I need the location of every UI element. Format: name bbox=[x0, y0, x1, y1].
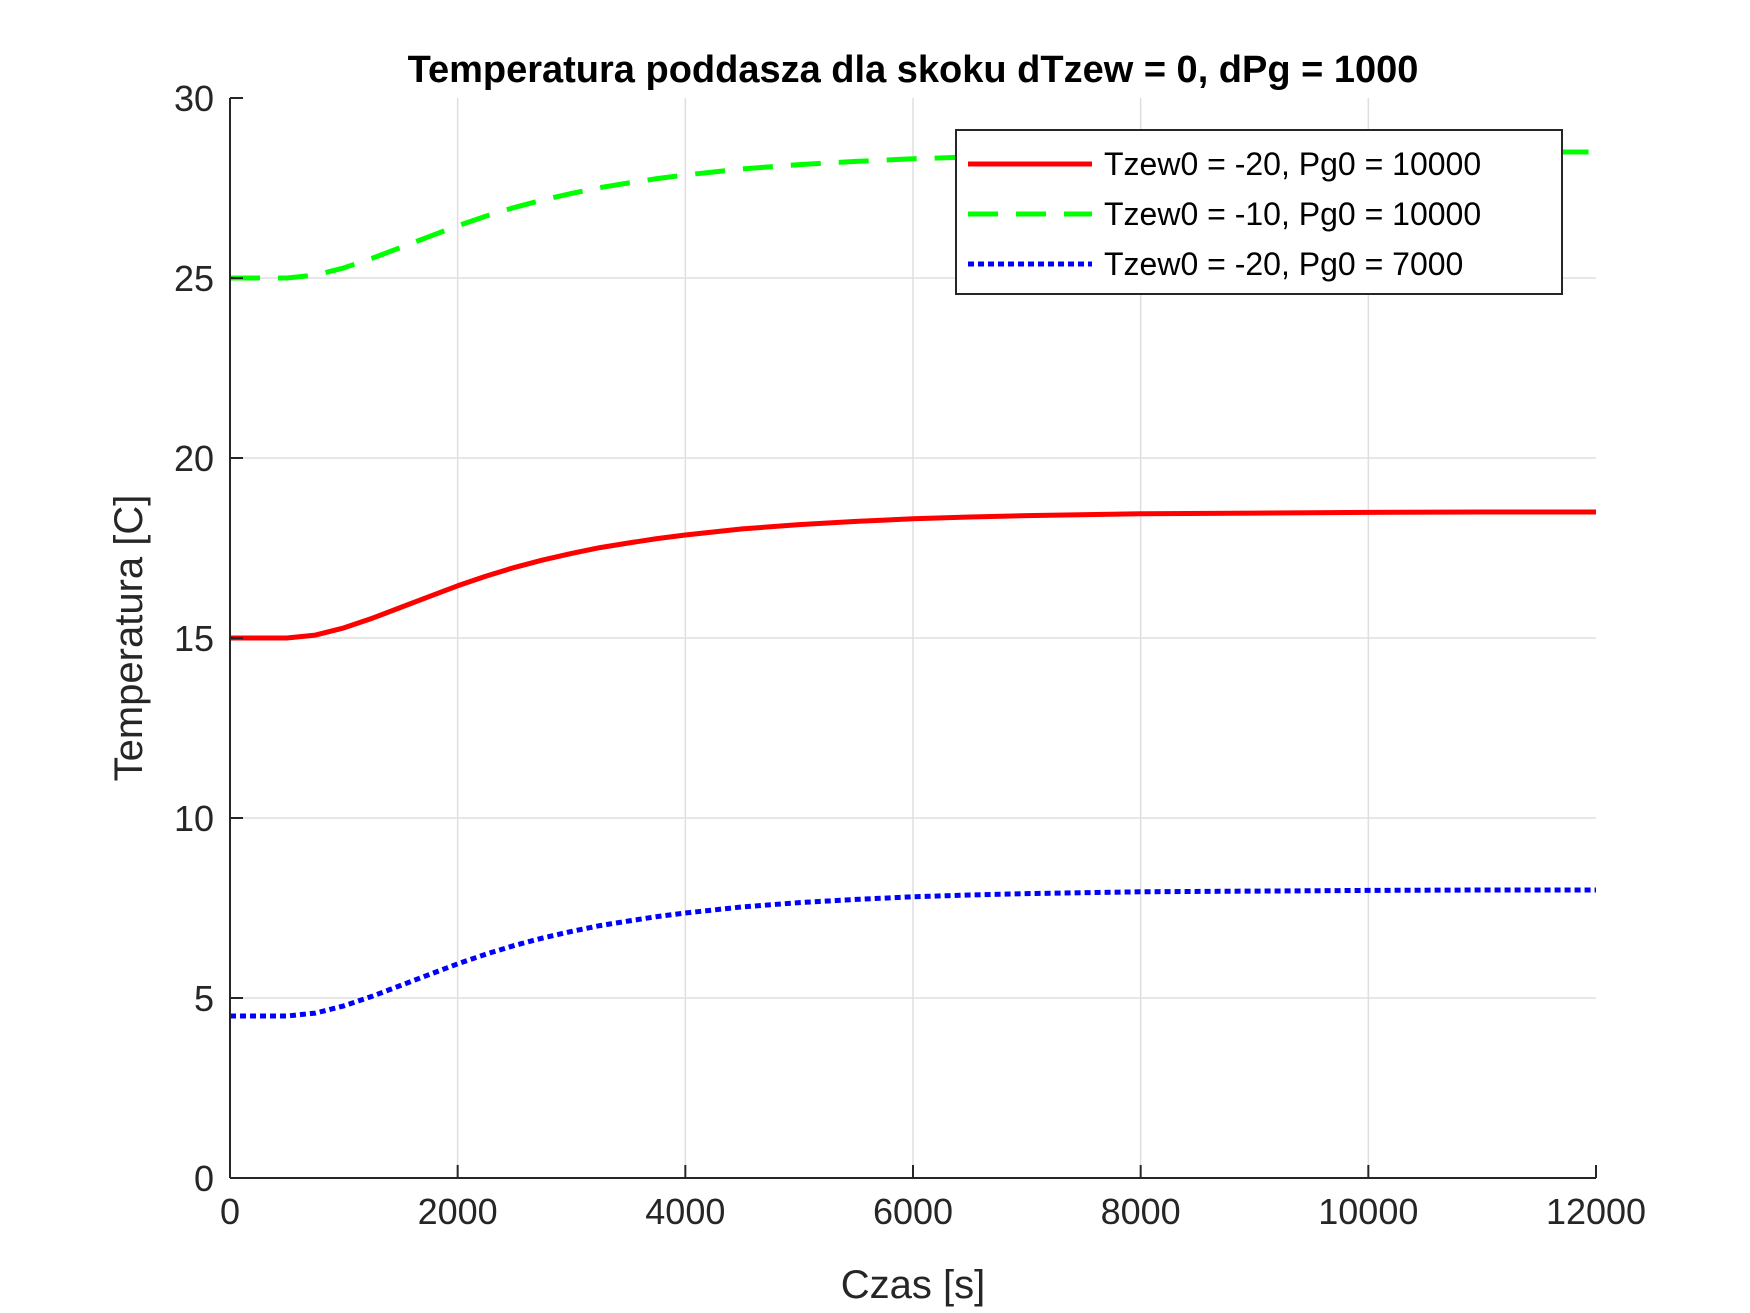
y-tick-label: 25 bbox=[174, 258, 214, 299]
series-line-1 bbox=[230, 509, 1596, 641]
y-tick-label: 10 bbox=[174, 798, 214, 839]
series-line-3 bbox=[230, 887, 1596, 1019]
legend: Tzew0 = -20, Pg0 = 10000 Tzew0 = -10, Pg0… bbox=[955, 129, 1563, 295]
legend-label-2: Tzew0 = -10, Pg0 = 10000 bbox=[1104, 196, 1481, 232]
y-tick-label: 20 bbox=[174, 438, 214, 479]
x-tick-label: 2000 bbox=[418, 1191, 498, 1232]
x-axis-label: Czas [s] bbox=[841, 1263, 985, 1307]
y-tick-label: 5 bbox=[194, 978, 214, 1019]
x-tick-label: 6000 bbox=[873, 1191, 953, 1232]
x-tick-label: 0 bbox=[220, 1191, 240, 1232]
legend-box bbox=[955, 129, 1563, 295]
legend-label-3: Tzew0 = -20, Pg0 = 7000 bbox=[1104, 246, 1463, 282]
chart-title: Temperatura poddasza dla skoku dTzew = 0… bbox=[408, 49, 1419, 91]
x-tick-label: 4000 bbox=[645, 1191, 725, 1232]
legend-label-1: Tzew0 = -20, Pg0 = 10000 bbox=[1104, 146, 1481, 182]
x-tick-label: 12000 bbox=[1546, 1191, 1646, 1232]
y-tick-label: 0 bbox=[194, 1158, 214, 1199]
x-tick-label: 8000 bbox=[1101, 1191, 1181, 1232]
x-tick-label: 10000 bbox=[1318, 1191, 1418, 1232]
axes: 0 2000 4000 6000 8000 10000 12000 0 5 10 15 20 25 30 bbox=[174, 78, 1646, 1232]
y-tick-label: 30 bbox=[174, 78, 214, 119]
y-axis-label: Temperatura [C] bbox=[107, 495, 151, 782]
y-tick-label: 15 bbox=[174, 618, 214, 659]
